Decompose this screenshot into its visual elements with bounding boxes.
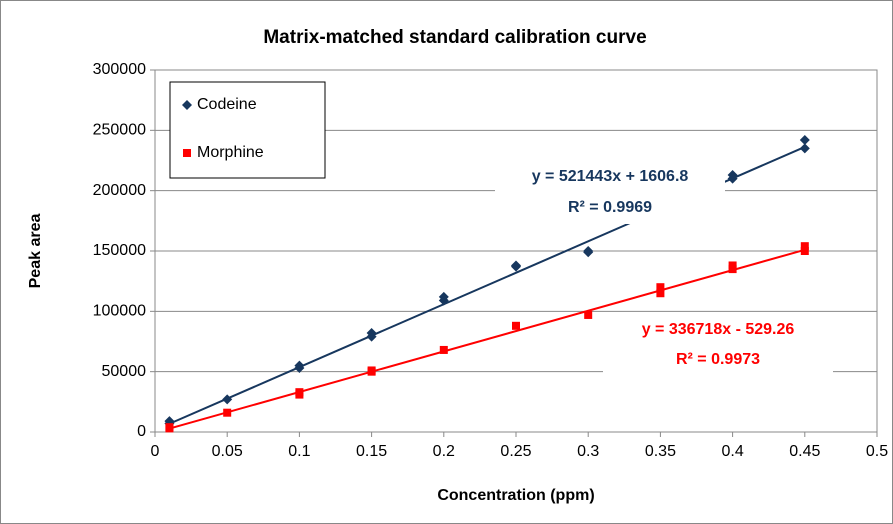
legend-label: Codeine [197,96,257,113]
point [512,321,520,330]
point [584,310,593,319]
point [656,283,665,292]
y-tick-label: 300000 [93,61,146,78]
trendline-equation: y = 521443x + 1606.8 [532,168,689,185]
legend-marker [183,149,191,157]
point [222,394,233,405]
point [295,388,304,397]
point [294,360,305,371]
y-tick-label: 0 [137,423,146,440]
point [800,247,809,255]
x-axis-title: Concentration (ppm) [437,487,594,504]
point [367,366,376,375]
trendline-r2: R² = 0.9969 [568,199,652,216]
y-tick-label: 200000 [93,182,146,199]
point [656,289,665,298]
trendline-equation: y = 336718x - 529.26 [642,321,795,338]
point [438,291,449,302]
point [728,261,737,270]
x-tick-label: 0.45 [789,443,820,460]
point [439,345,448,354]
trendline-r2: R² = 0.9973 [676,351,760,368]
x-tick-label: 0.5 [866,443,888,460]
x-tick-label: 0.35 [645,443,676,460]
x-tick-label: 0.1 [288,443,310,460]
chart-title: Matrix-matched standard calibration curv… [263,27,646,48]
point [800,242,809,251]
x-tick-label: 0.05 [212,443,243,460]
equation-box [603,314,833,376]
y-tick-label: 50000 [102,363,147,380]
equation-box [495,161,725,224]
x-tick-label: 0.4 [721,443,743,460]
x-tick-label: 0.25 [500,443,531,460]
plot-area [154,69,878,433]
point [511,260,521,271]
legend [169,81,326,179]
x-tick-label: 0.3 [577,443,599,460]
trendline [169,248,806,430]
legend-marker [182,100,192,110]
x-tick-label: 0.15 [356,443,387,460]
point [583,246,594,256]
point [165,423,174,432]
legend-label: Morphine [197,144,264,161]
point [799,143,810,154]
point [799,134,810,145]
point [366,328,377,339]
point [727,169,738,180]
y-tick-label: 100000 [93,303,146,320]
point [223,408,232,417]
x-tick-label: 0 [151,443,160,460]
y-tick-label: 250000 [93,122,146,139]
y-tick-label: 150000 [93,242,146,259]
y-axis-title: Peak area [27,214,44,289]
x-tick-label: 0.2 [433,443,455,460]
